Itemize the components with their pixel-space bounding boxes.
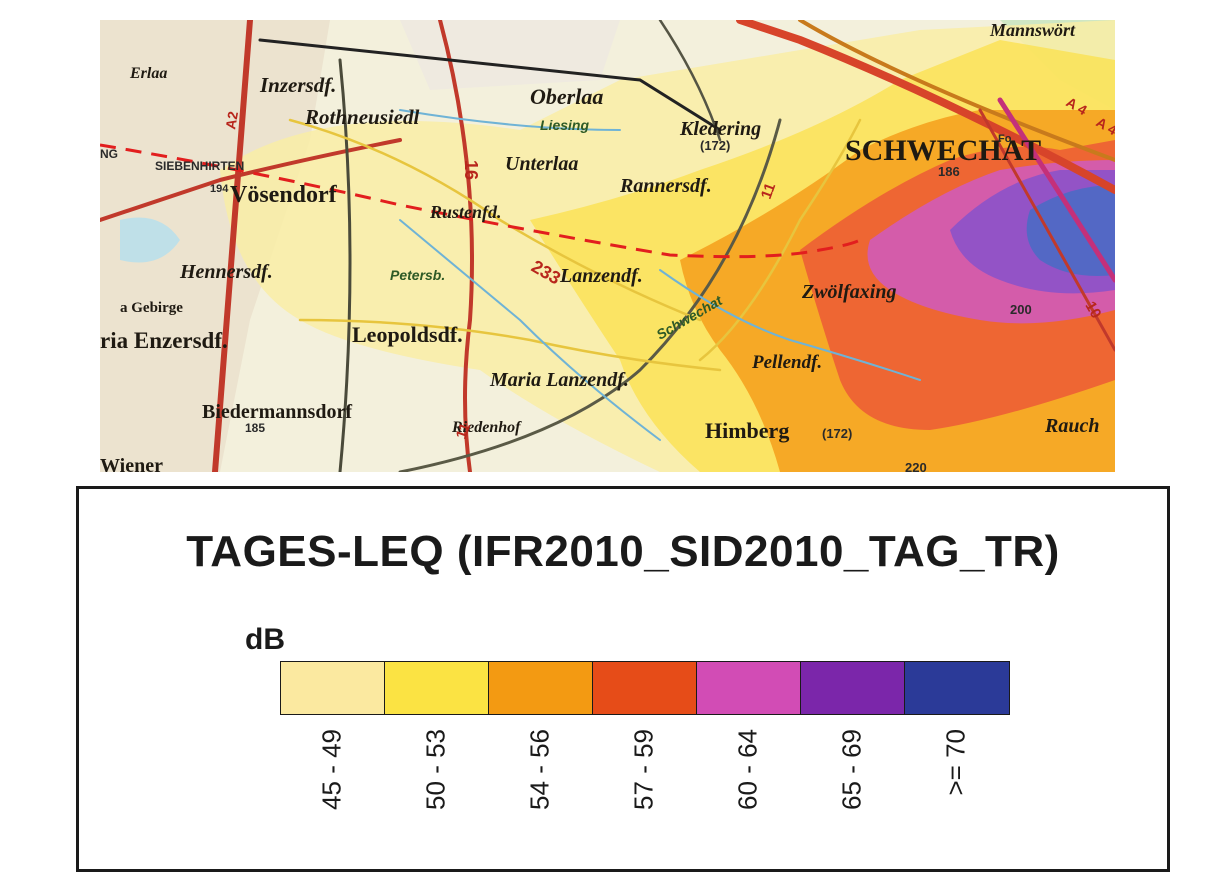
legend-tick-label: 65 - 69 [836, 729, 867, 810]
map-canvas: Mannswört Erlaa Inzersdf. Oberlaa Rothne… [100, 20, 1115, 472]
label-unterlaa: Unterlaa [505, 153, 578, 175]
legend-swatch-4 [697, 662, 801, 714]
noise-map[interactable]: Mannswört Erlaa Inzersdf. Oberlaa Rothne… [100, 20, 1115, 472]
road-a2 [212, 20, 253, 472]
label-riedenhof: Riedenhof [451, 419, 522, 436]
label-elev-172b: (172) [822, 426, 852, 441]
railway-oberlaa [658, 20, 722, 142]
road-yellow-2 [298, 318, 722, 372]
label-lanzendf: Lanzendf. [559, 265, 643, 287]
label-rauch: Rauch [1044, 415, 1099, 437]
label-rustenfd: Rustenfd. [429, 202, 502, 222]
label-liesing: Liesing [540, 117, 589, 133]
label-wiener: Wiener [100, 455, 163, 472]
label-enzersdf: ria Enzersdf. [100, 328, 228, 353]
legend-swatch-6 [905, 662, 1009, 714]
legend-swatch-5 [801, 662, 905, 714]
flight-route-line [100, 143, 861, 259]
label-hennersdf: Hennersdf. [179, 261, 273, 283]
pond-west [120, 217, 180, 263]
label-rothneusiedl: Rothneusiedl [304, 105, 420, 129]
label-leopoldsdf: Leopoldsdf. [352, 322, 463, 347]
label-mannsworth: Mannswört [989, 20, 1076, 40]
urban-area-west [100, 20, 330, 472]
label-elev-185: 185 [245, 421, 265, 435]
road-16 [438, 20, 474, 472]
label-biedermannsdorf: Biedermannsdorf [202, 401, 352, 423]
legend-tick-label: 60 - 64 [732, 729, 763, 810]
label-road-16: 16 [461, 160, 481, 180]
road-a4-side [798, 20, 1115, 162]
legend-tick-1: 50 - 53 [421, 729, 451, 849]
road-west [100, 138, 402, 222]
river-schwechat [659, 269, 921, 381]
label-ng: NG [100, 147, 118, 161]
label-oberlaa: Oberlaa [530, 84, 603, 109]
label-elev-172a: (172) [700, 138, 730, 153]
label-elev-200: 200 [1010, 302, 1032, 317]
legend-tick-label: 54 - 56 [524, 729, 555, 810]
railway-south [398, 118, 782, 472]
label-maria-lanzendf: Maria Lanzendf. [489, 369, 629, 391]
legend-tick-0: 45 - 49 [317, 729, 347, 849]
legend-tick-label: 57 - 59 [628, 729, 659, 810]
label-gebirge: a Gebirge [120, 300, 183, 316]
legend-tick-4: 60 - 64 [733, 729, 763, 849]
legend-panel: TAGES-LEQ (IFR2010_SID2010_TAG_TR) dB 45… [76, 486, 1170, 872]
railway-west [338, 58, 352, 472]
legend-tick-5: 65 - 69 [837, 729, 867, 849]
label-zwoelfaxing: Zwölfaxing [801, 281, 896, 303]
label-inzersdf: Inzersdf. [259, 73, 336, 97]
label-himberg: Himberg [705, 418, 789, 443]
label-pellendf: Pellendf. [751, 352, 822, 373]
road-yellow-3 [698, 118, 862, 362]
legend-title: TAGES-LEQ (IFR2010_SID2010_TAG_TR) [186, 527, 1060, 576]
label-petersbach: Petersb. [390, 267, 445, 283]
road-a4 [736, 20, 1115, 194]
legend-tick-label: 45 - 49 [316, 729, 347, 810]
label-elev-186: 186 [938, 164, 960, 179]
label-elev-194: 194 [210, 183, 229, 195]
river-liesing [399, 109, 621, 131]
legend-tick-label: 50 - 53 [420, 729, 451, 810]
label-kledering: Kledering [679, 118, 761, 140]
label-road-11b: 11 [453, 421, 474, 442]
railway-north [258, 38, 722, 132]
river-petersbach [399, 219, 661, 441]
label-road-10: 10 [1082, 299, 1105, 322]
label-elev-220: 220 [905, 460, 927, 472]
label-rannersdf: Rannersdf. [619, 175, 712, 197]
label-erlaa: Erlaa [129, 65, 167, 82]
label-road-11a: 11 [758, 181, 779, 202]
legend-tick-6: >= 70 [941, 729, 971, 849]
legend-tick-label: >= 70 [940, 729, 971, 796]
rail-east [997, 97, 1115, 283]
legend-tick-2: 54 - 56 [525, 729, 555, 849]
legend-swatch-3 [593, 662, 697, 714]
road-10 [978, 108, 1115, 352]
legend-unit: dB [245, 623, 285, 656]
noise-zone-70 [1026, 185, 1115, 276]
label-siebenhirten: SIEBENHIRTEN [155, 159, 244, 173]
legend-swatch-1 [385, 662, 489, 714]
legend-color-bar [280, 661, 1010, 715]
urban-area-north [400, 20, 620, 90]
legend-swatch-2 [489, 662, 593, 714]
legend-tick-3: 57 - 59 [629, 729, 659, 849]
label-fo: Fo [998, 133, 1012, 145]
label-schwechat: SCHWECHAT [845, 134, 1041, 167]
label-road-a2: A2 [222, 110, 241, 131]
label-voesendorf: Vösendorf [230, 182, 338, 208]
legend-swatch-0 [281, 662, 385, 714]
road-yellow-1 [288, 118, 702, 322]
